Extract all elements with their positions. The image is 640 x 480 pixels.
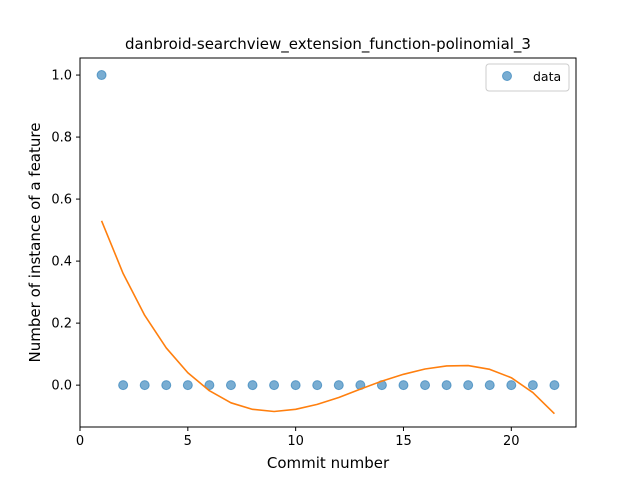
- x-axis: 0 5 10 15 20: [76, 427, 520, 449]
- data-point: [139, 380, 150, 391]
- legend-marker-data: [502, 71, 512, 81]
- y-axis: 0.0 0.2 0.4 0.6 0.8 1.0: [51, 69, 80, 394]
- y-tick-label: 0.8: [51, 131, 72, 146]
- data-point: [527, 380, 538, 391]
- y-tick-label: 0.0: [51, 379, 72, 394]
- x-tick-label: 0: [76, 434, 84, 449]
- data-point: [420, 380, 431, 391]
- x-tick-label: 20: [503, 434, 520, 449]
- y-tick-label: 1.0: [51, 69, 72, 84]
- x-tick-label: 10: [287, 434, 304, 449]
- data-point: [549, 380, 560, 391]
- data-point: [333, 380, 344, 391]
- plot-frame: [79, 57, 577, 428]
- fit-line: [100, 220, 555, 415]
- x-tick-label: 15: [395, 434, 412, 449]
- data-point: [463, 380, 474, 391]
- y-tick-label: 0.4: [51, 255, 72, 270]
- data-point: [247, 380, 258, 391]
- data-point: [506, 380, 517, 391]
- data-point: [96, 70, 107, 81]
- chart-title: danbroid-searchview_extension_function-p…: [125, 35, 531, 54]
- data-point: [398, 380, 409, 391]
- data-point: [441, 380, 452, 391]
- data-point: [161, 380, 172, 391]
- plot-content: [96, 70, 560, 415]
- legend: data: [485, 63, 570, 92]
- legend-box: [485, 63, 570, 92]
- data-point: [204, 380, 215, 391]
- data-point: [118, 380, 129, 391]
- x-tick-label: 5: [184, 434, 192, 449]
- data-point: [225, 380, 236, 391]
- y-tick-label: 0.2: [51, 317, 72, 332]
- data-point: [484, 380, 495, 391]
- y-tick-label: 0.6: [51, 193, 72, 208]
- data-point: [290, 380, 301, 391]
- legend-label-data: data: [533, 69, 561, 84]
- x-axis-label: Commit number: [267, 454, 390, 472]
- y-axis-label: Number of instance of a feature: [26, 123, 44, 363]
- data-point: [312, 380, 323, 391]
- data-point: [269, 380, 280, 391]
- data-point: [182, 380, 193, 391]
